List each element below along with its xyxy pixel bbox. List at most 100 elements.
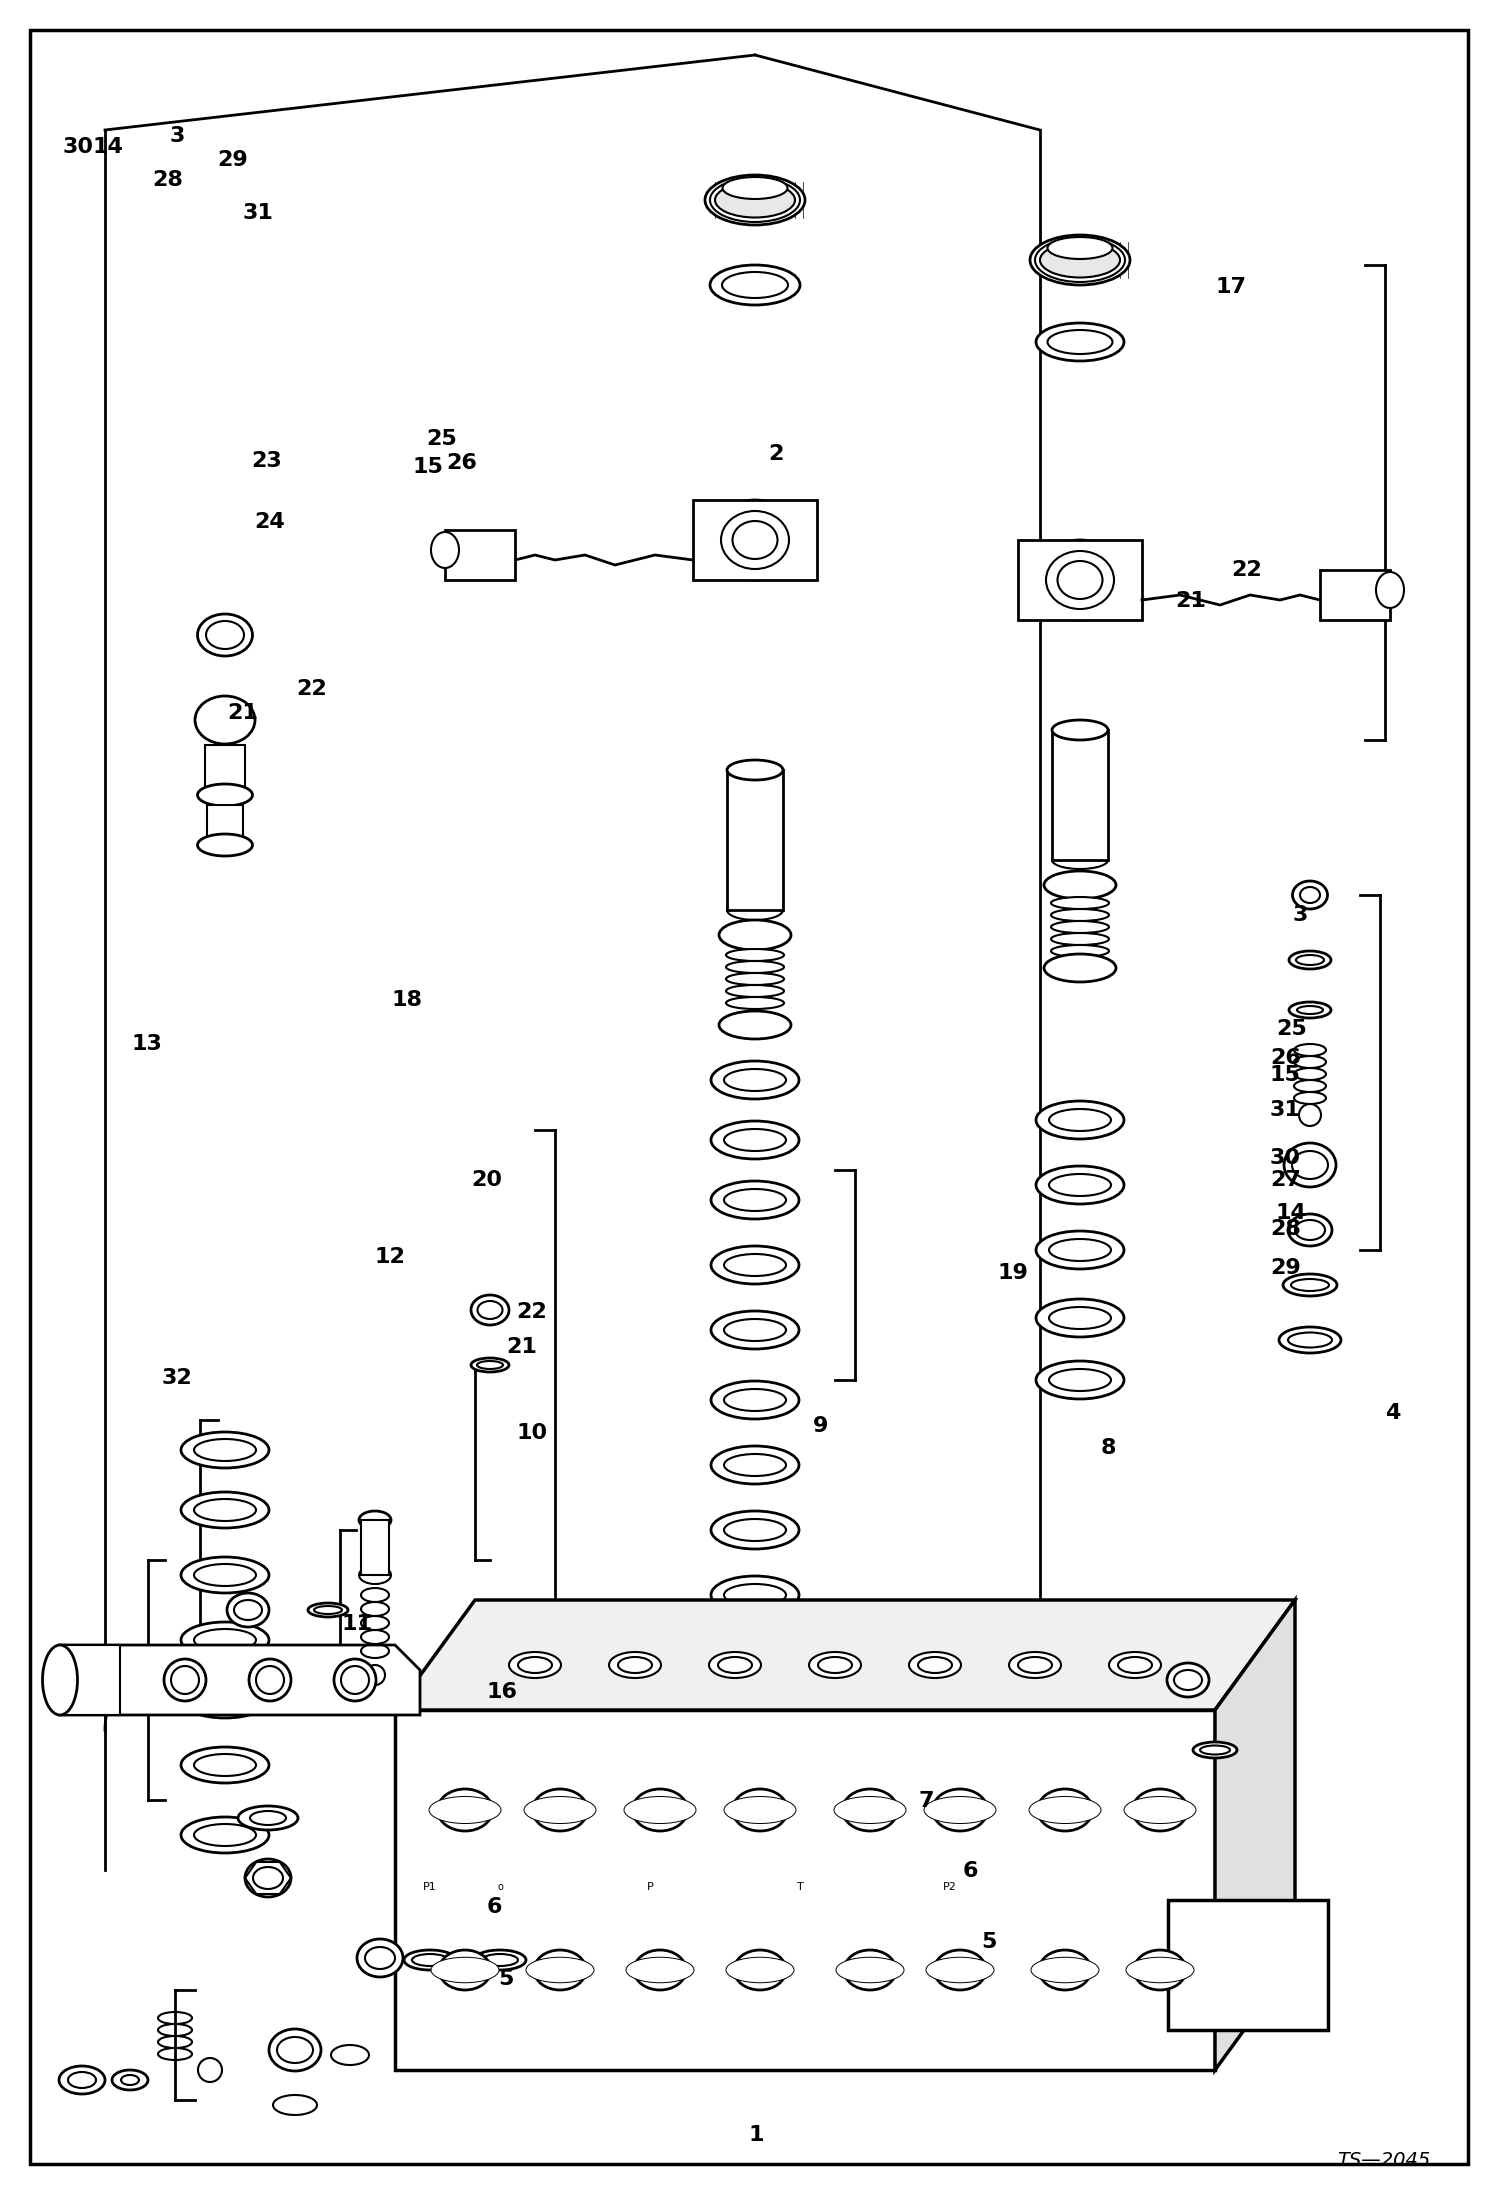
Ellipse shape <box>712 1630 798 1670</box>
Ellipse shape <box>250 1810 286 1825</box>
Ellipse shape <box>1288 1003 1332 1018</box>
Ellipse shape <box>719 1011 791 1040</box>
Text: P2: P2 <box>944 1882 957 1891</box>
Ellipse shape <box>360 1512 391 1529</box>
Ellipse shape <box>718 1656 752 1674</box>
Text: 14: 14 <box>93 136 123 158</box>
Ellipse shape <box>195 1753 256 1775</box>
Ellipse shape <box>1049 1174 1112 1196</box>
Text: 28: 28 <box>1270 1218 1300 1240</box>
Circle shape <box>198 2058 222 2082</box>
Ellipse shape <box>532 1788 587 1832</box>
Ellipse shape <box>742 1964 777 1977</box>
Text: P1: P1 <box>422 1882 437 1891</box>
Circle shape <box>366 1665 385 1685</box>
Ellipse shape <box>724 1255 786 1277</box>
Text: 14: 14 <box>1276 1202 1306 1224</box>
Ellipse shape <box>334 1659 376 1700</box>
Ellipse shape <box>712 1575 798 1615</box>
Ellipse shape <box>1044 871 1116 900</box>
Ellipse shape <box>439 1950 491 1990</box>
Ellipse shape <box>181 1817 270 1854</box>
Text: 15: 15 <box>413 456 443 478</box>
Text: 21: 21 <box>1176 590 1206 612</box>
Ellipse shape <box>1052 851 1109 869</box>
Ellipse shape <box>360 1567 391 1584</box>
Ellipse shape <box>842 1799 897 1821</box>
Ellipse shape <box>1167 1663 1209 1696</box>
Ellipse shape <box>198 834 253 856</box>
Ellipse shape <box>1052 946 1109 957</box>
Ellipse shape <box>727 950 783 961</box>
Text: 2: 2 <box>768 443 783 465</box>
Ellipse shape <box>1038 1788 1092 1832</box>
Ellipse shape <box>706 176 804 226</box>
Ellipse shape <box>428 1797 500 1823</box>
Text: 22: 22 <box>297 678 327 700</box>
Ellipse shape <box>710 265 800 305</box>
Ellipse shape <box>1282 1275 1338 1297</box>
Ellipse shape <box>727 1957 794 1983</box>
Ellipse shape <box>253 1867 283 1889</box>
Text: 10: 10 <box>517 1422 547 1444</box>
Ellipse shape <box>171 1665 199 1694</box>
Ellipse shape <box>1284 1143 1336 1187</box>
Ellipse shape <box>849 1803 890 1817</box>
Text: o: o <box>497 1882 503 1891</box>
Ellipse shape <box>1126 1957 1194 1983</box>
Ellipse shape <box>712 1062 798 1099</box>
Ellipse shape <box>1037 1101 1124 1139</box>
Ellipse shape <box>1058 562 1103 599</box>
Ellipse shape <box>724 1319 786 1341</box>
Ellipse shape <box>470 1294 509 1325</box>
Ellipse shape <box>733 1799 788 1821</box>
Ellipse shape <box>727 961 783 972</box>
Text: 21: 21 <box>228 702 258 724</box>
Ellipse shape <box>836 1957 903 1983</box>
Ellipse shape <box>1035 540 1125 621</box>
Ellipse shape <box>439 1959 491 1979</box>
Ellipse shape <box>634 1950 686 1990</box>
Bar <box>361 1520 389 1575</box>
Bar <box>727 770 783 911</box>
Text: 17: 17 <box>1216 276 1246 298</box>
Polygon shape <box>395 1599 1294 1709</box>
Ellipse shape <box>331 2045 369 2065</box>
Ellipse shape <box>1134 1959 1186 1979</box>
Ellipse shape <box>924 1797 996 1823</box>
Bar <box>1320 570 1390 621</box>
Ellipse shape <box>932 1788 987 1832</box>
Ellipse shape <box>431 1957 499 1983</box>
Text: 32: 32 <box>162 1367 192 1389</box>
Text: 27: 27 <box>1270 1169 1300 1191</box>
Ellipse shape <box>256 1665 285 1694</box>
Ellipse shape <box>1279 1327 1341 1354</box>
Ellipse shape <box>446 1964 482 1977</box>
Ellipse shape <box>1037 1231 1124 1268</box>
Ellipse shape <box>482 1955 518 1966</box>
Ellipse shape <box>1288 1332 1332 1347</box>
Ellipse shape <box>1046 1803 1085 1817</box>
Ellipse shape <box>843 1950 896 1990</box>
Ellipse shape <box>727 759 783 781</box>
Ellipse shape <box>533 1959 586 1979</box>
Ellipse shape <box>542 1964 578 1977</box>
Ellipse shape <box>719 919 791 950</box>
Ellipse shape <box>1294 1220 1326 1240</box>
Ellipse shape <box>1132 1788 1188 1832</box>
Ellipse shape <box>277 2036 313 2062</box>
Ellipse shape <box>270 2029 321 2071</box>
Ellipse shape <box>932 1799 989 1821</box>
Ellipse shape <box>1040 244 1121 276</box>
Ellipse shape <box>734 1959 786 1979</box>
Ellipse shape <box>533 1950 586 1990</box>
Ellipse shape <box>1031 235 1129 285</box>
Ellipse shape <box>1288 950 1332 970</box>
Ellipse shape <box>470 1358 509 1371</box>
Ellipse shape <box>1052 908 1109 921</box>
Ellipse shape <box>445 1803 485 1817</box>
Ellipse shape <box>431 531 458 568</box>
Ellipse shape <box>198 783 253 805</box>
Ellipse shape <box>228 1593 270 1628</box>
Text: 6: 6 <box>487 1896 502 1918</box>
